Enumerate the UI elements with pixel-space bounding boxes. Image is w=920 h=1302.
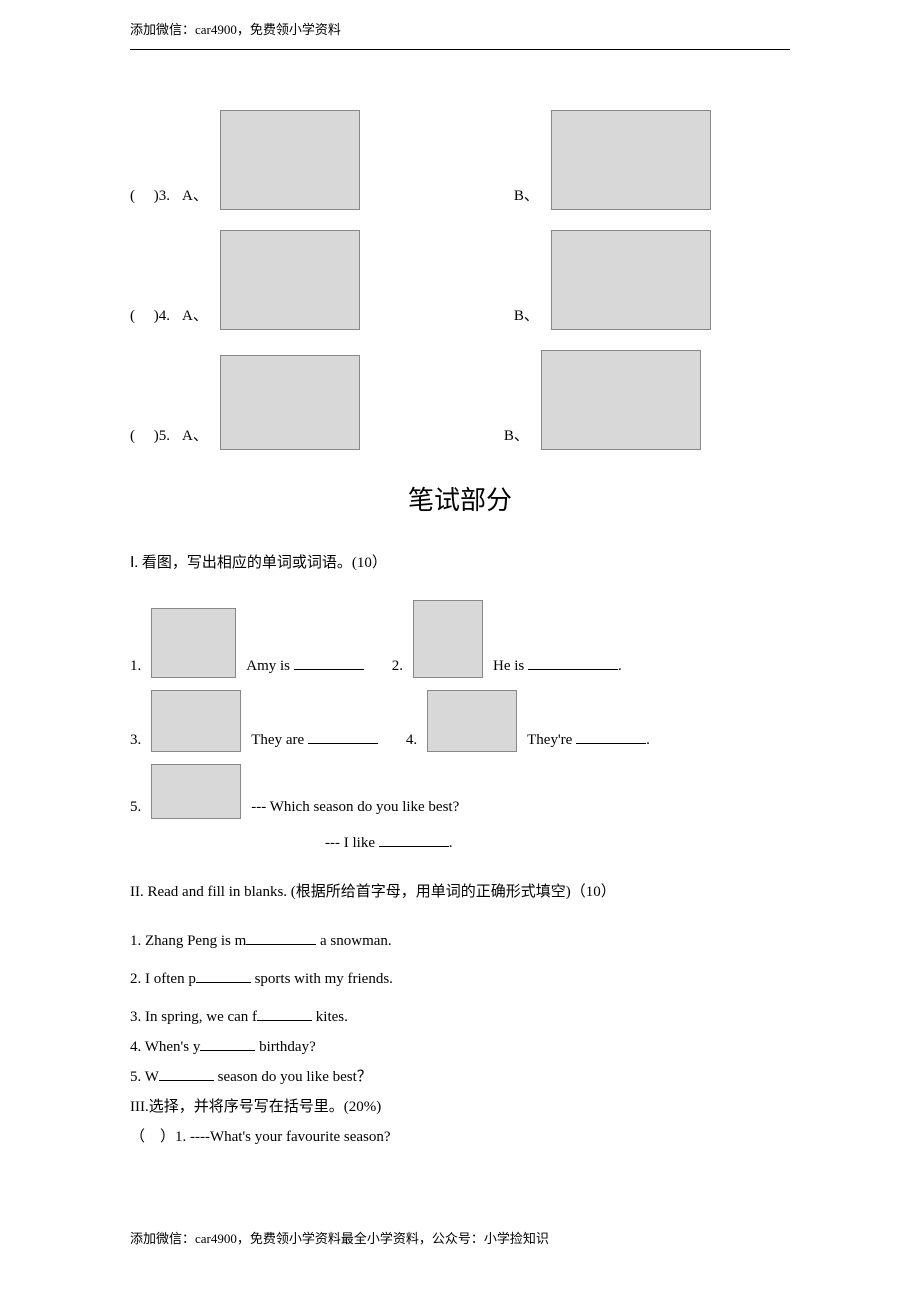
write-4-image <box>427 690 517 752</box>
q3-choice-b-label: B、 <box>514 184 539 210</box>
q4-choice-b-label: B、 <box>514 304 539 330</box>
section-iii-q1: （ ）1. ----What's your favourite season? <box>130 1125 790 1149</box>
section-i-instruction: Ⅰ. 看图，写出相应的单词或词语。(10） <box>130 551 790 575</box>
written-section-title: 笔试部分 <box>130 480 790 522</box>
q5-choice-a-label: A、 <box>182 424 208 450</box>
section-ii-instruction: II. Read and fill in blanks. (根据所给首字母，用单… <box>130 880 790 904</box>
write-5-image <box>151 764 241 819</box>
q3-image-a <box>220 110 360 210</box>
listening-question-4: ( )4. A、 B、 <box>130 230 790 330</box>
q4-choice-a-label: A、 <box>182 304 208 330</box>
q5-image-b <box>541 350 701 450</box>
q4-image-a <box>220 230 360 330</box>
q3-label: ( )3. <box>130 184 170 210</box>
section-iii-instruction: III.选择，并将序号写在括号里。(20%) <box>130 1095 790 1119</box>
q5-image-a <box>220 355 360 450</box>
listening-question-3: ( )3. A、 B、 <box>130 110 790 210</box>
section-ii-q5: 5. W season do you like best？ <box>130 1065 790 1089</box>
write-4-num: 4. <box>406 728 417 752</box>
write-2-num: 2. <box>392 654 403 678</box>
write-2-image <box>413 600 483 678</box>
write-5-answer: --- I like . <box>325 831 790 855</box>
header-divider <box>130 49 790 50</box>
q5-choice-b-label: B、 <box>504 424 529 450</box>
q3-image-b <box>551 110 711 210</box>
q4-image-b <box>551 230 711 330</box>
section-ii-q1: 1. Zhang Peng is m a snowman. <box>130 929 790 953</box>
write-row-3-4: 3. They are 4. They're . <box>130 690 790 752</box>
write-2-text: He is . <box>493 654 622 678</box>
listening-question-5: ( )5. A、 B、 <box>130 350 790 450</box>
q4-label: ( )4. <box>130 304 170 330</box>
write-3-image <box>151 690 241 752</box>
write-3-num: 3. <box>130 728 141 752</box>
section-ii-q3: 3. In spring, we can f kites. <box>130 1005 790 1029</box>
write-1-image <box>151 608 236 678</box>
write-1-text: Amy is <box>246 654 364 678</box>
footer-note: 添加微信：car4900，免费领小学资料最全小学资料，公众号：小学捡知识 <box>130 1229 790 1250</box>
q3-choice-a-label: A、 <box>182 184 208 210</box>
header-note: 添加微信：car4900，免费领小学资料 <box>130 20 790 41</box>
write-3-text: They are <box>251 728 378 752</box>
write-5-question: --- Which season do you like best? <box>251 795 459 819</box>
section-ii-q2: 2. I often p sports with my friends. <box>130 967 790 991</box>
write-row-1-2: 1. Amy is 2. He is . <box>130 600 790 678</box>
write-row-5: 5. --- Which season do you like best? <box>130 764 790 819</box>
q5-label: ( )5. <box>130 424 170 450</box>
write-1-num: 1. <box>130 654 141 678</box>
section-ii-q4: 4. When's y birthday? <box>130 1035 790 1059</box>
write-4-text: They're . <box>527 728 650 752</box>
write-5-num: 5. <box>130 795 141 819</box>
